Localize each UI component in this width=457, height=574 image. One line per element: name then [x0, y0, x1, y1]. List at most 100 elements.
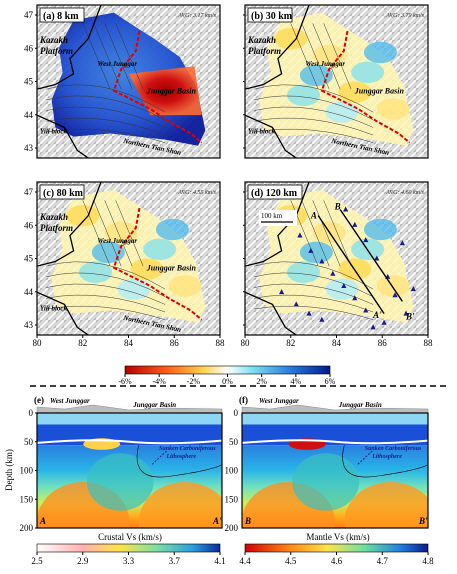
lat-tick-label: 44 — [24, 110, 34, 120]
station-marker — [381, 319, 387, 325]
high-velocity-zone — [292, 453, 360, 511]
country-border — [37, 182, 102, 267]
section-start-label: A — [39, 516, 46, 526]
lon-tick-label: 80 — [33, 338, 43, 348]
anomaly-patch — [274, 27, 308, 50]
profile-label-a-prime: A' — [372, 310, 382, 320]
anomaly-patch — [79, 261, 113, 283]
crust-colorbar-title: Crustal Vs (km/s) — [98, 532, 162, 542]
low-velocity-zone — [138, 482, 222, 528]
lon-tick-label: 88 — [424, 338, 434, 348]
anomaly-patch — [130, 258, 164, 280]
section-label-west-junggar: West Junggar — [50, 397, 90, 405]
anomaly-patch — [376, 98, 410, 120]
lon-tick-label: 84 — [332, 338, 342, 348]
depth-tick-label: 200 — [225, 523, 239, 533]
section-frame — [241, 412, 429, 529]
label-kazakh: Kazakh — [39, 212, 68, 222]
lat-tick-label: 46 — [24, 43, 34, 53]
fault-line — [312, 200, 341, 267]
anomaly-patch — [312, 44, 346, 67]
section-end-label: A' — [212, 516, 222, 526]
anomaly-patch — [338, 81, 372, 103]
crustal-vs-colorbar: Crustal Vs (km/s) 2.5 2.9 3.3 3.7 4.1 — [31, 532, 225, 566]
depth-tick-label: 0 — [29, 408, 34, 418]
section-label: (f) — [239, 395, 248, 405]
average-velocity: AVG: 4.55 km/s — [177, 189, 217, 196]
anomaly-patch — [104, 221, 138, 244]
perturbation-tick-label: 2% — [256, 377, 267, 386]
perturbation-tick-label: 4% — [290, 377, 301, 386]
depth-tick-label: 50 — [24, 437, 34, 447]
fault-line — [254, 84, 374, 113]
lat-tick-label: 45 — [24, 77, 34, 87]
profile-label-a: A — [310, 211, 317, 221]
low-velocity-anomaly — [128, 66, 202, 116]
station-marker — [297, 232, 303, 238]
perturbation-tick-label: -6% — [118, 377, 132, 386]
fault-line — [46, 283, 166, 305]
panel-label: (b) 30 km — [247, 7, 293, 23]
fault-line — [254, 294, 374, 313]
upper-crust — [37, 413, 222, 425]
anomaly-patch — [287, 261, 321, 283]
depth-tick-label: 0 — [234, 408, 239, 418]
fault-line — [93, 23, 122, 90]
map-panel-d: (d) 120 km AVG: 4.60 km/s A B A' B' 100 km — [244, 181, 429, 336]
depth-tick-label: 150 — [225, 494, 239, 504]
label-junggar-basin: Junggar Basin — [146, 87, 197, 96]
perturbation-tick-label: -4% — [153, 377, 167, 386]
station-marker — [308, 247, 314, 253]
average-velocity: AVG: 3.17 km/s — [177, 13, 217, 19]
lon-tick-label: 80 — [241, 338, 251, 348]
panel-label: (d) 120 km — [247, 184, 303, 200]
label-kazakh: Kazakh — [247, 35, 276, 45]
station-marker — [343, 206, 349, 212]
velocity-contour — [136, 445, 222, 478]
depth-tick-label: 100 — [20, 466, 34, 476]
annotation-line-1: Sunken Carboniferous — [365, 446, 422, 452]
anomaly-patch — [66, 204, 100, 227]
panel-label: (a) 8 km — [39, 7, 85, 23]
panel-label: (c) 80 km — [39, 184, 85, 200]
anomaly-patch — [143, 238, 177, 261]
upper-crust — [242, 413, 428, 425]
fault-line — [254, 106, 374, 128]
fault-line — [323, 23, 352, 90]
station-marker — [279, 289, 285, 295]
fault-line — [46, 261, 166, 290]
velocity-contour — [342, 445, 428, 478]
anomaly-patch — [351, 61, 385, 84]
colorbar-tick-label: 2.5 — [31, 556, 43, 566]
annotation-line-2: Lithosphere — [166, 454, 197, 460]
lon-tick-label: 88 — [216, 338, 226, 348]
fault-line — [46, 294, 166, 313]
fault-line — [46, 305, 166, 320]
anomaly-patch — [155, 218, 189, 241]
profile-line-b — [339, 209, 403, 302]
cross-section-f: (f) West Junggar Junggar Basin Sunken Carbo… — [239, 395, 429, 529]
fault-line — [115, 200, 144, 267]
fault-line — [104, 200, 133, 267]
lat-tick-label: 47 — [24, 187, 34, 197]
basin-boundary-fault — [320, 30, 411, 144]
fault-line — [254, 95, 374, 120]
fault-line — [46, 117, 166, 136]
profile-line-a — [317, 215, 385, 314]
section-start-label: B — [244, 516, 251, 526]
perturbation-tick-label: 6% — [325, 377, 336, 386]
station-marker — [370, 324, 376, 330]
fault-line — [254, 117, 374, 136]
fault-line — [46, 95, 166, 120]
fault-line — [93, 200, 122, 267]
average-velocity: AVG: 4.60 km/s — [385, 189, 425, 196]
fault-line — [254, 305, 374, 320]
fault-line — [104, 23, 133, 90]
fault-line — [46, 106, 166, 128]
country-border — [37, 5, 102, 90]
anomaly-patch — [363, 218, 397, 241]
profile-label-b: B — [334, 202, 341, 212]
station-marker — [410, 286, 416, 292]
station-marker — [363, 237, 369, 243]
